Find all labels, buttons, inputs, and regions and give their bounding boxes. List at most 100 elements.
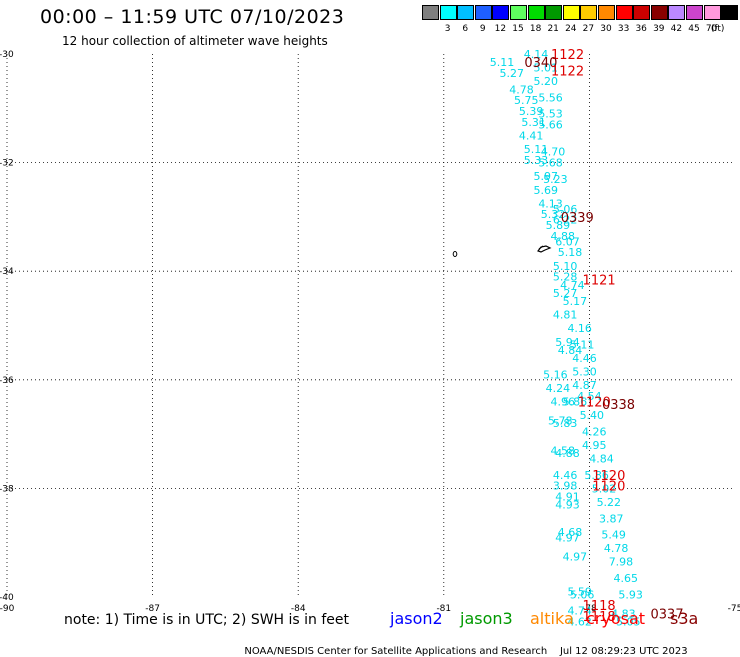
- swh-value: 4.65: [614, 572, 639, 585]
- swh-value: 4.24: [546, 382, 571, 395]
- swh-value: 4.46: [553, 469, 578, 482]
- pass-time: 0340: [524, 56, 557, 71]
- credit-line: NOAA/NESDIS Center for Satellite Applica…: [238, 635, 688, 657]
- swh-value: 5.10: [553, 260, 578, 273]
- lat-tick-label: -32: [0, 159, 14, 169]
- swh-value: 5.68: [538, 157, 563, 170]
- map-title: 00:00 – 11:59 UTC 07/10/2023: [40, 6, 345, 28]
- legend-swatch: [598, 5, 615, 20]
- legend-label: 3: [444, 24, 451, 34]
- swh-value: 3.98: [553, 480, 578, 493]
- swh-value: 5.06: [570, 588, 595, 601]
- swh-value: 4.93: [555, 499, 580, 512]
- pass-time: 1122: [551, 48, 584, 63]
- swh-value: 5.66: [538, 119, 563, 132]
- lat-tick-label: -40: [0, 593, 14, 603]
- pass-time-labels: 1122034011220339112111200338112011201118…: [524, 48, 683, 625]
- swh-value: 4.97: [563, 550, 588, 563]
- swh-value: 4.87: [572, 379, 597, 392]
- swh-value: 5.40: [580, 409, 605, 422]
- swh-value: 4.78: [509, 83, 534, 96]
- swh-value: 5.16: [543, 368, 568, 381]
- swh-value: 4.13: [538, 197, 563, 210]
- satellite-s3a: s3a: [670, 609, 699, 628]
- legend-label: 18: [529, 24, 542, 34]
- legend-label: 27: [582, 24, 595, 34]
- legend-label: 21: [547, 24, 559, 34]
- swh-value: 5.17: [563, 295, 588, 308]
- swh-value: 5.06: [553, 203, 578, 216]
- swh-value: 5.01: [533, 62, 558, 75]
- axis-labels: -90 -87 -84 -81 -78 -75 -30 -32 -34 -36 -38 -40: [0, 50, 740, 614]
- island-outline: [537, 245, 552, 253]
- satellite-jason2: jason2: [390, 609, 443, 628]
- swh-value: 4.54: [577, 390, 602, 403]
- swh-value: 5.53: [538, 108, 563, 121]
- pass-time: 1122: [551, 64, 584, 79]
- swh-value: 5.59: [567, 586, 592, 599]
- pass-time: 1121: [583, 273, 616, 288]
- swh-value: 5.28: [553, 271, 578, 284]
- swh-value: 5.86: [563, 396, 588, 409]
- legend-label: 24: [565, 24, 577, 34]
- swh-value: 4.88: [550, 230, 575, 243]
- lat-tick-label: -36: [0, 376, 14, 386]
- swh-value: 4.70: [541, 146, 566, 159]
- legend-swatch: [686, 5, 703, 20]
- pass-time: 1120: [592, 480, 625, 495]
- legend-label: 15: [512, 24, 524, 34]
- legend-swatch: [527, 5, 545, 20]
- legend-swatch: [615, 5, 633, 20]
- legend-swatch: [545, 5, 563, 20]
- swh-value: 5.49: [601, 529, 626, 542]
- swh-value: 7.98: [609, 556, 634, 569]
- swh-value: 5.94: [555, 336, 580, 349]
- pass-time: 0338: [602, 398, 635, 413]
- legend-label: 42: [670, 24, 683, 34]
- map-subtitle: 12 hour collection of altimeter wave hei…: [62, 34, 328, 48]
- lat-tick-label: -38: [0, 484, 14, 494]
- swh-value: 5.11: [570, 339, 595, 352]
- legend-label: 9: [479, 24, 486, 34]
- legend-swatch: [703, 5, 721, 20]
- swh-value: 4.58: [550, 444, 575, 457]
- swh-value: 4.14: [524, 48, 549, 61]
- swh-value: 5.05: [616, 615, 641, 628]
- legend-label: 36: [635, 24, 647, 34]
- swh-value: 5.56: [538, 91, 563, 104]
- legend-label: 33: [617, 24, 630, 34]
- legend-swatch: [650, 5, 668, 20]
- map-grid: [6, 54, 735, 597]
- swh-value: 4.95: [582, 439, 607, 452]
- swh-value: 4.97: [555, 531, 580, 544]
- swh-value: 5.18: [558, 246, 583, 259]
- legend-swatch: [580, 5, 598, 20]
- swh-value: 4.91: [555, 491, 580, 504]
- footer-note: note: 1) Time is in UTC; 2) SWH is in fe…: [64, 612, 350, 628]
- swh-value: 4.46: [572, 352, 597, 365]
- legend-unit: (ft): [710, 24, 725, 34]
- lon-tick-label: -81: [436, 604, 451, 614]
- pass-time: 0339: [561, 211, 594, 226]
- swh-value: 5.83: [553, 417, 578, 430]
- swh-value: 4.84: [558, 344, 583, 357]
- swh-value: 5.39: [519, 105, 544, 118]
- swh-value: 4.74: [567, 605, 592, 618]
- swh-value: 5.30: [572, 366, 597, 379]
- legend-swatch: [562, 5, 580, 20]
- swh-value: 5.27: [553, 287, 578, 300]
- credit-timestamp: Jul 12 08:29:23 UTC 2023: [559, 646, 688, 657]
- wave-height-labels: 4.145.11 5.015.275.204.785.565.755.395.53…: [490, 48, 643, 628]
- lat-tick-label: -34: [0, 267, 14, 277]
- legend-swatch: [474, 5, 492, 20]
- legend-swatch: [633, 5, 651, 20]
- swh-value: 5.69: [533, 184, 558, 197]
- legend-label: 12: [494, 24, 507, 34]
- legend-label: 39: [653, 24, 665, 34]
- legend-swatch: [422, 5, 439, 20]
- swh-value: 4.41: [519, 129, 544, 142]
- swh-value: 4.62: [567, 615, 592, 628]
- legend-swatch: [492, 5, 510, 20]
- legend-label: 30: [600, 24, 612, 34]
